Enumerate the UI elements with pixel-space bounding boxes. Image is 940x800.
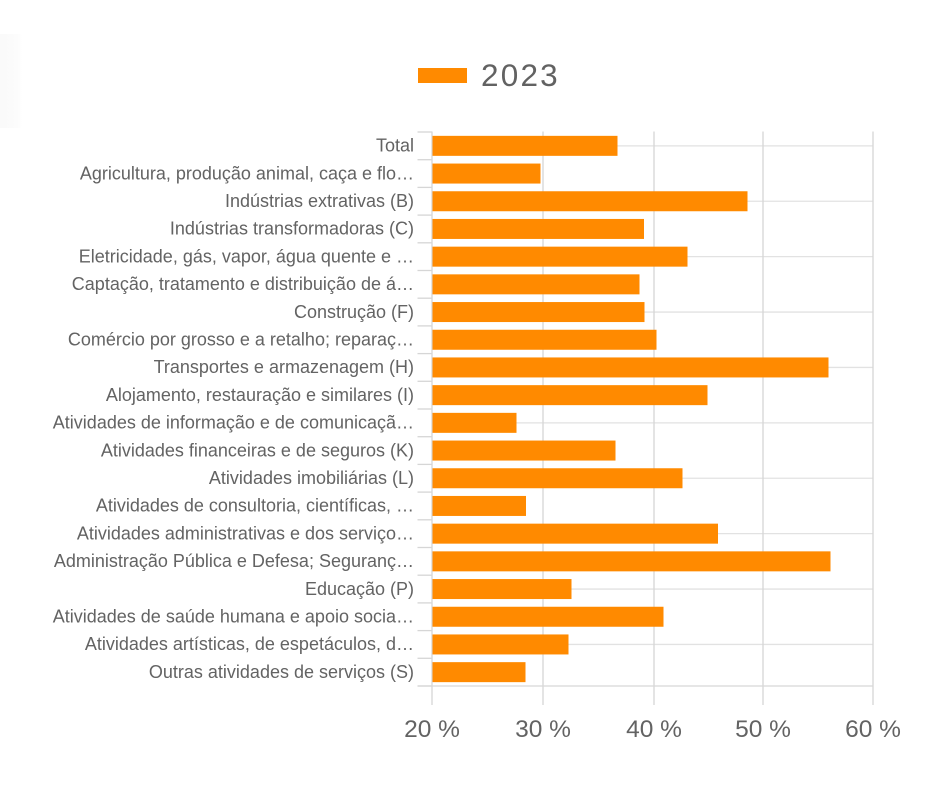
svg-text:30 %: 30 % [515,716,571,743]
svg-text:40 %: 40 % [626,716,682,743]
svg-text:Transportes e armazenagem (H): Transportes e armazenagem (H) [154,357,414,377]
svg-text:Atividades financeiras e de se: Atividades financeiras e de seguros (K) [101,440,414,460]
svg-text:Administração Pública e Defesa: Administração Pública e Defesa; Seguranç… [54,551,414,571]
svg-text:60 %: 60 % [845,716,901,743]
svg-text:Atividades de informação e de: Atividades de informação e de comunicaçã… [53,413,414,433]
svg-text:20 %: 20 % [404,716,460,743]
svg-text:Total: Total [376,136,414,156]
svg-text:Indústrias extrativas (B): Indústrias extrativas (B) [225,191,414,211]
svg-text:Atividades artísticas, de espe: Atividades artísticas, de espetáculos, d… [85,634,414,654]
svg-text:Atividades administrativas e d: Atividades administrativas e dos serviço… [77,523,414,543]
svg-text:Indústrias transformadoras (C): Indústrias transformadoras (C) [170,219,414,239]
svg-text:Atividades imobiliárias (L): Atividades imobiliárias (L) [209,468,414,488]
svg-text:50 %: 50 % [735,716,791,743]
svg-text:Outras atividades de serviços: Outras atividades de serviços (S) [149,662,414,682]
svg-text:Educação (P): Educação (P) [305,579,414,599]
svg-text:Alojamento, restauração e simi: Alojamento, restauração e similares (I) [106,385,414,405]
svg-text:Eletricidade, gás, vapor, água: Eletricidade, gás, vapor, água quente e … [79,246,414,266]
svg-text:Construção (F): Construção (F) [294,302,414,322]
svg-text:Agricultura, produção animal,: Agricultura, produção animal, caça e flo… [80,163,414,183]
svg-text:2023: 2023 [481,57,560,93]
svg-text:Atividades de consultoria, cie: Atividades de consultoria, científicas, … [96,496,414,516]
svg-text:Captação, tratamento e distrib: Captação, tratamento e distribuição de á… [72,274,414,294]
svg-text:Atividades de saúde humana e a: Atividades de saúde humana e apoio socia… [53,606,414,626]
svg-text:Comércio por grosso e a retalh: Comércio por grosso e a retalho; reparaç… [68,329,414,349]
